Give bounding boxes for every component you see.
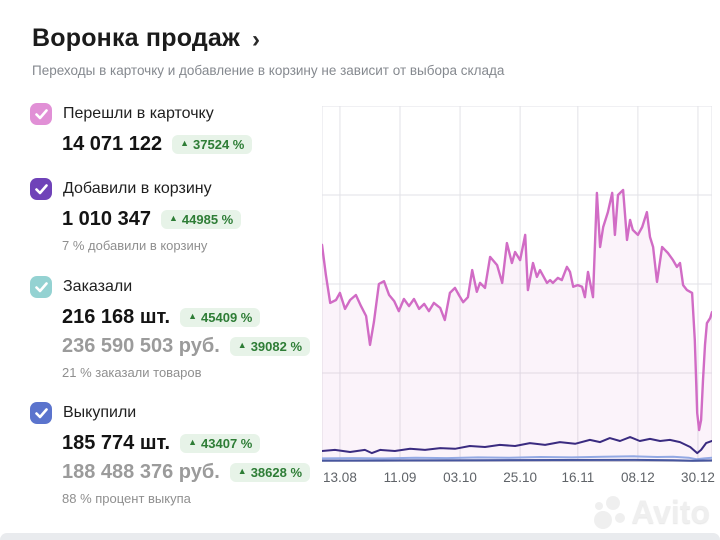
metrics-panel: Перешли в карточку 14 071 122 ▲ 37524 % … <box>0 0 311 540</box>
avito-logo-icon <box>594 496 626 529</box>
metric-rows: 216 168 шт. ▲ 45409 % 236 590 503 руб. ▲… <box>62 306 311 358</box>
metric-value-row: 1 010 347 ▲ 44985 % <box>62 208 310 231</box>
page-title: Воронка продаж <box>32 24 240 52</box>
chart-plot-area[interactable] <box>322 106 712 462</box>
metric-checkbox[interactable] <box>30 178 52 200</box>
delta-up-icon: ▲ <box>180 138 190 148</box>
metric-block: Выкупили 185 774 шт. ▲ 43407 % 188 488 3… <box>30 402 311 506</box>
delta-value: 45409 % <box>201 310 253 325</box>
metric-rows: 1 010 347 ▲ 44985 % <box>62 208 310 231</box>
metric-caption: 7 % добавили в корзину <box>62 238 208 253</box>
delta-value: 37524 % <box>193 137 245 152</box>
delta-value: 38628 % <box>250 465 303 480</box>
metric-value: 216 168 шт. <box>62 306 171 328</box>
delta-badge: ▲ 43407 % <box>180 434 261 453</box>
metric-value-row: 216 168 шт. ▲ 45409 % <box>62 306 310 329</box>
metric-label: Выкупили <box>63 404 137 421</box>
x-tick-label: 11.09 <box>383 470 417 485</box>
check-icon <box>34 183 48 194</box>
metric-checkbox[interactable] <box>30 402 52 424</box>
x-tick-label: 25.10 <box>503 470 538 485</box>
metric-block: Заказали 216 168 шт. ▲ 45409 % 236 590 5… <box>30 276 311 380</box>
footer-strip <box>0 533 720 540</box>
check-icon <box>34 281 48 292</box>
x-tick-label: 03.10 <box>443 470 477 485</box>
metric-value-row: 185 774 шт. ▲ 43407 % <box>62 432 310 455</box>
delta-badge: ▲ 45409 % <box>180 308 261 327</box>
check-icon <box>34 407 48 418</box>
delta-badge: ▲ 38628 % <box>229 463 311 482</box>
avito-watermark: Avito <box>593 492 710 532</box>
page-subtitle: Переходы в карточку и добавление в корзи… <box>32 63 505 78</box>
metric-value: 14 071 122 <box>62 133 163 155</box>
page-header: Воронка продаж › Переходы в карточку и д… <box>32 24 504 78</box>
delta-badge: ▲ 37524 % <box>172 135 253 154</box>
chevron-right-icon[interactable]: › <box>251 25 260 53</box>
x-axis-labels: 13.08 11.09 03.10 25.10 16.11 08.12 30.12 <box>322 470 715 488</box>
delta-badge: ▲ 44985 % <box>160 210 242 229</box>
delta-up-icon: ▲ <box>188 311 198 321</box>
metric-rows: 14 071 122 ▲ 37524 % <box>62 133 310 156</box>
x-tick-label: 13.08 <box>323 470 357 485</box>
delta-up-icon: ▲ <box>188 437 198 447</box>
metric-value-row: 188 488 376 руб. ▲ 38628 % <box>62 461 311 484</box>
x-tick-label: 16.11 <box>561 470 595 485</box>
metric-block: Добавили в корзину 1 010 347 ▲ 44985 % 7… <box>30 178 310 253</box>
metric-value: 236 590 503 руб. <box>62 335 220 357</box>
metric-checkbox[interactable] <box>30 103 52 125</box>
metric-label: Перешли в карточку <box>63 105 214 122</box>
metric-caption: 88 % процент выкупа <box>62 491 191 506</box>
delta-up-icon: ▲ <box>237 466 247 476</box>
metric-checkbox[interactable] <box>30 276 52 298</box>
delta-up-icon: ▲ <box>168 213 178 223</box>
watermark-text: Avito <box>631 493 710 530</box>
delta-up-icon: ▲ <box>237 340 247 350</box>
metric-rows: 185 774 шт. ▲ 43407 % 188 488 376 руб. ▲… <box>62 432 311 484</box>
metric-label: Добавили в корзину <box>63 180 212 197</box>
metric-value: 185 774 шт. <box>62 432 171 454</box>
x-tick-label: 08.12 <box>620 470 655 485</box>
x-tick-label: 30.12 <box>681 470 715 485</box>
check-icon <box>34 108 48 119</box>
metric-label: Заказали <box>63 278 133 295</box>
funnel-title-link[interactable]: Воронка продаж › <box>32 24 504 53</box>
metric-caption: 21 % заказали товаров <box>62 365 202 380</box>
funnel-chart[interactable]: 13.08 11.09 03.10 25.10 16.11 08.12 30.12 <box>322 106 715 496</box>
metric-value-row: 14 071 122 ▲ 37524 % <box>62 133 310 156</box>
delta-value: 44985 % <box>181 212 234 227</box>
metric-value: 188 488 376 руб. <box>62 461 220 483</box>
delta-value: 43407 % <box>201 436 253 451</box>
metric-block: Перешли в карточку 14 071 122 ▲ 37524 % <box>30 103 310 156</box>
delta-value: 39082 % <box>250 339 303 354</box>
metric-value: 1 010 347 <box>62 208 151 230</box>
delta-badge: ▲ 39082 % <box>229 337 311 356</box>
metric-value-row: 236 590 503 руб. ▲ 39082 % <box>62 335 311 358</box>
